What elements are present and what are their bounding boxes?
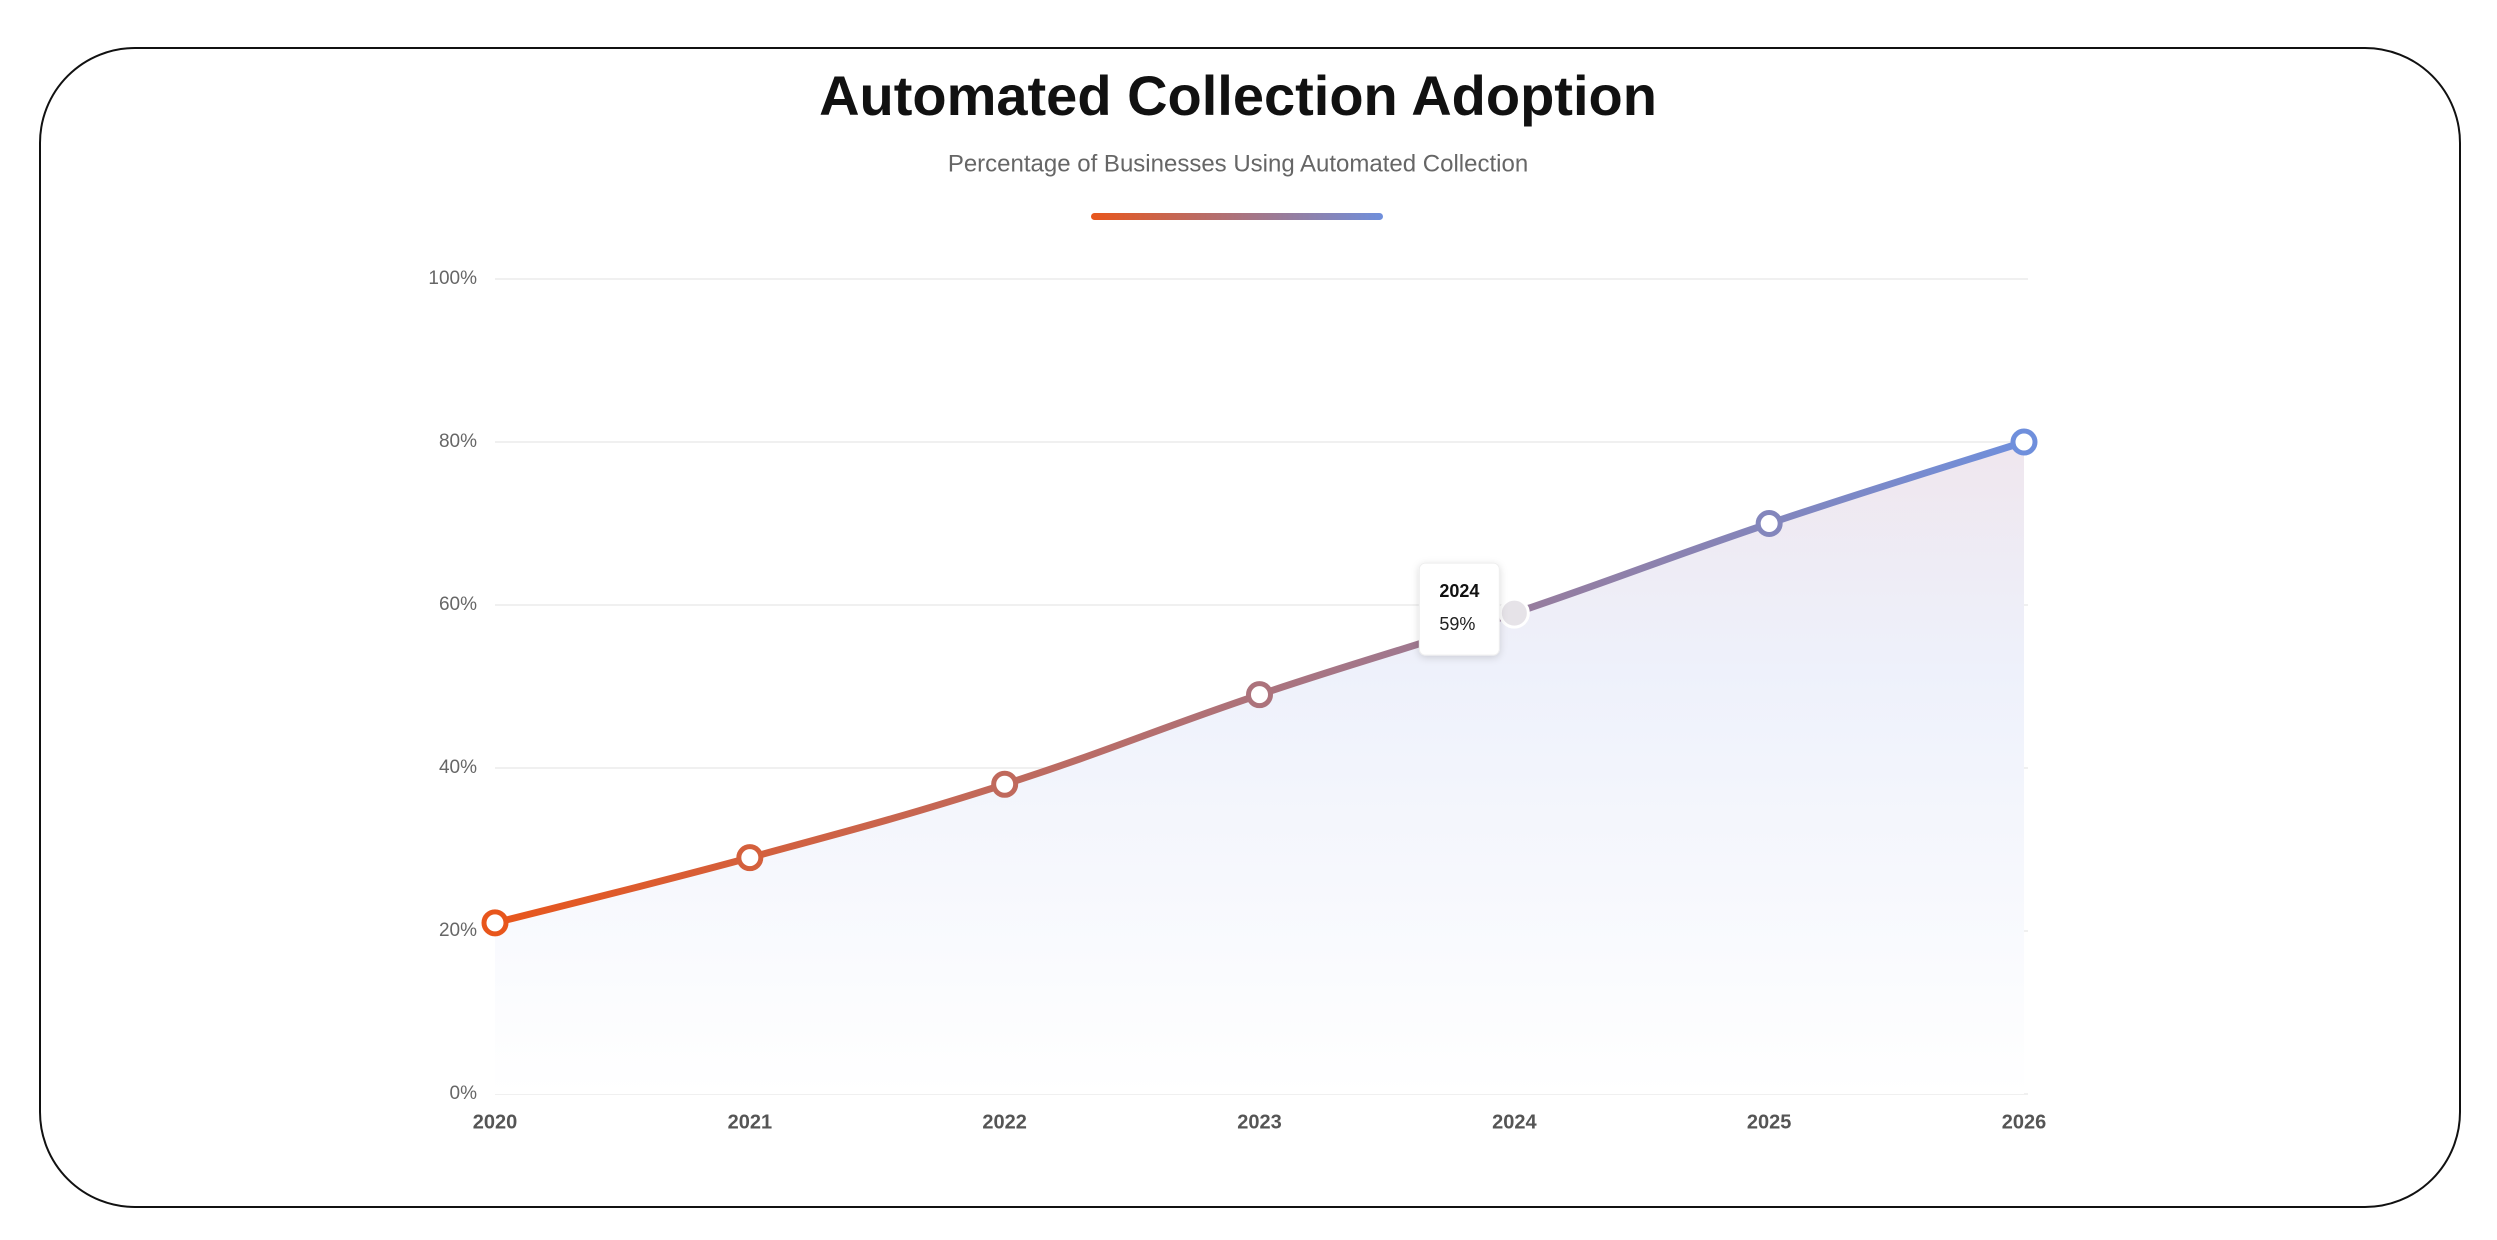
plot: 0% 20% 40% 60% 80% 100% 2020 2021 2022 2023 2024 20… [428, 268, 2046, 1133]
x-tick-label: 2022 [982, 1111, 1027, 1133]
y-tick-label: 40% [439, 757, 477, 778]
point [2010, 428, 2038, 456]
area [495, 442, 2024, 1094]
accent-bar [1091, 213, 1383, 220]
chart-title: Automated Collection Adoption [819, 64, 1657, 127]
chart-subtitle: Percentage of Businesses Using Automated… [948, 150, 1528, 177]
x-tick-label: 2024 [1492, 1111, 1537, 1133]
x-tick-label: 2023 [1237, 1111, 1282, 1133]
y-tick-label: 60% [439, 594, 477, 615]
tooltip-title: 2024 [1439, 581, 1479, 601]
x-tick-label: 2025 [1747, 1111, 1792, 1133]
point [1498, 597, 1530, 629]
point [1246, 681, 1273, 709]
point [991, 770, 1019, 798]
x-tick-label: 2021 [728, 1111, 773, 1133]
point [736, 844, 764, 872]
tooltip-value: 59% [1439, 614, 1475, 634]
point [481, 909, 509, 937]
y-tick-label: 0% [450, 1083, 478, 1104]
x-tick-label: 2020 [473, 1111, 518, 1133]
y-tick-label: 80% [439, 431, 477, 452]
point [1755, 510, 1783, 537]
y-tick-label: 20% [439, 920, 477, 941]
x-tick-label: 2026 [2002, 1111, 2047, 1133]
tooltip [1418, 562, 1500, 656]
y-tick-label: 100% [428, 268, 477, 289]
